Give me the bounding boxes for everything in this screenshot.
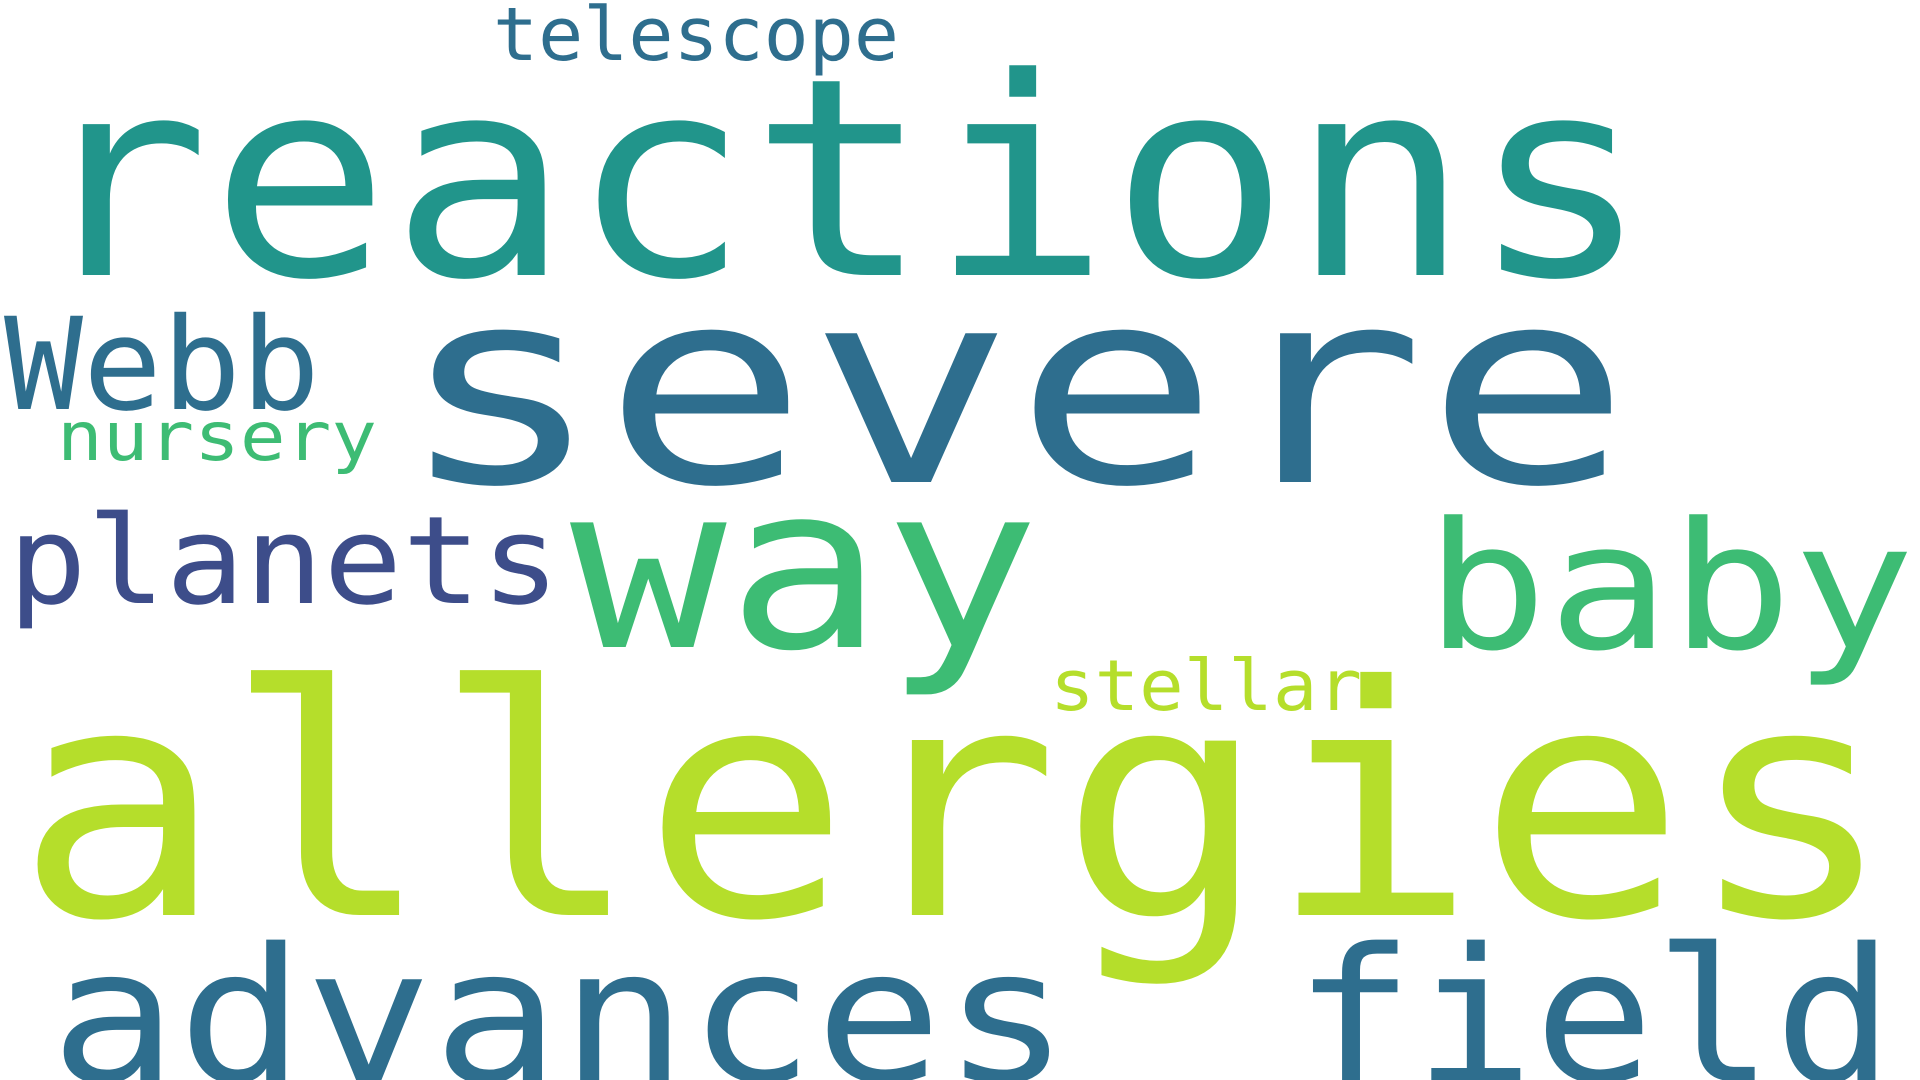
word-stellar: stellar [1050,645,1362,727]
word-severe: severe [397,231,1631,547]
word-allergies: allergies [15,619,1895,991]
word-webb: Webb [4,291,320,440]
word-baby: baby [1425,485,1915,690]
word-reactions: reactions [30,20,1650,341]
word-planets: planets [8,490,560,632]
word-telescope: telescope [493,0,899,78]
word-field: field [1294,908,1894,1080]
word-way: way [570,435,1040,701]
word-advances: advances [50,908,1070,1080]
word-nursery: nursery [57,398,377,477]
